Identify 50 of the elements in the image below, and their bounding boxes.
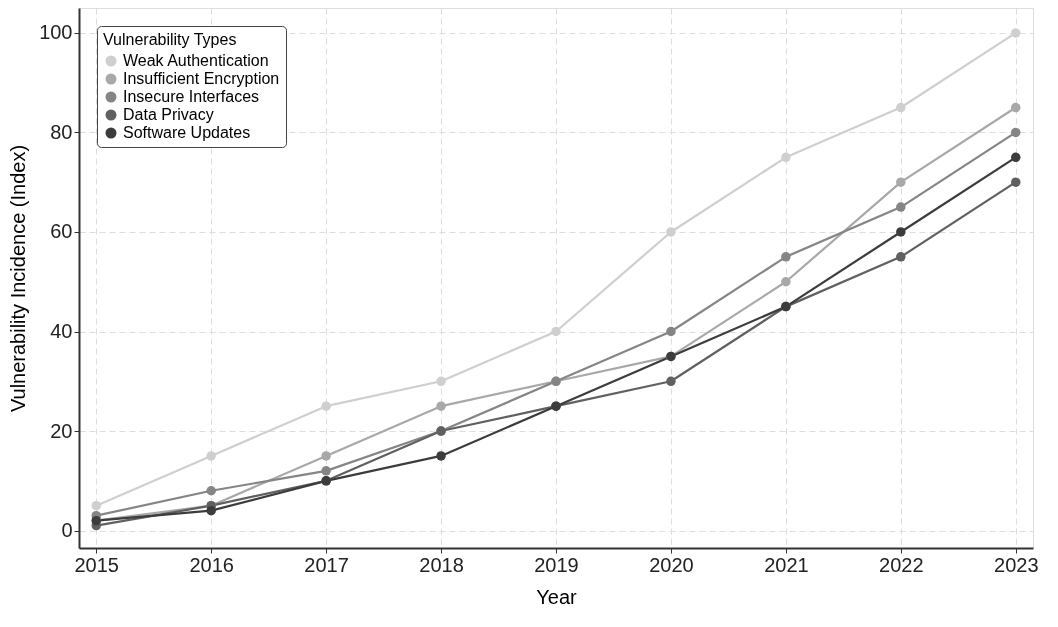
y-tick-label: 40 (50, 320, 73, 342)
legend-label: Data Privacy (123, 106, 214, 123)
point (896, 102, 906, 113)
point (781, 277, 791, 287)
point (436, 376, 446, 387)
point (436, 401, 446, 411)
x-tick-label: 2020 (649, 553, 694, 576)
x-tick-label: 2017 (304, 553, 349, 576)
x-tick-label: 2022 (879, 553, 924, 576)
x-tick-label: 2021 (764, 553, 809, 576)
point (1011, 152, 1021, 163)
point (666, 227, 676, 237)
point (206, 486, 216, 496)
point (321, 451, 331, 461)
point (1011, 177, 1021, 187)
point (781, 252, 791, 262)
y-tick-label: 20 (50, 419, 73, 442)
point (896, 202, 906, 212)
y-axis-title: Vulnerability Incidence (Index) (7, 144, 30, 413)
point (896, 177, 906, 187)
point (436, 451, 446, 461)
point (666, 376, 676, 387)
point (896, 227, 906, 237)
x-tick-label: 2015 (74, 553, 119, 576)
point (1011, 102, 1021, 113)
x-tick-label: 2023 (994, 553, 1039, 576)
y-tick-label: 100 (39, 21, 73, 44)
x-axis-title: Year (536, 585, 578, 608)
point (666, 326, 676, 337)
y-tick-label: 0 (61, 519, 73, 542)
y-tick-label: 60 (50, 220, 73, 243)
point (206, 505, 216, 516)
legend-label: Insufficient Encryption (123, 70, 280, 87)
x-tick-label: 2016 (189, 553, 234, 576)
point (781, 152, 791, 163)
point (1011, 127, 1021, 138)
y-tick-label: 80 (50, 120, 73, 143)
legend-label: Weak Authentication (123, 52, 269, 69)
x-tick-label: 2019 (534, 553, 579, 576)
point (551, 326, 561, 337)
point (321, 401, 331, 411)
x-tick-label: 2018 (419, 553, 464, 576)
legend-label: Insecure Interfaces (123, 88, 260, 105)
point (206, 451, 216, 461)
point (1011, 28, 1021, 38)
legend-label: Software Updates (123, 124, 251, 141)
point (321, 466, 331, 476)
legend-title: Vulnerability Types (103, 31, 237, 48)
point (896, 252, 906, 262)
point (91, 500, 101, 511)
